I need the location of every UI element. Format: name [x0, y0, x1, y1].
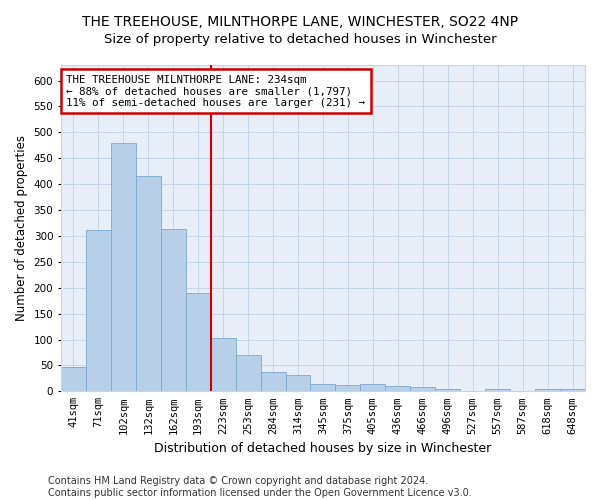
- Bar: [361, 384, 385, 392]
- Bar: [260, 372, 286, 392]
- Bar: [286, 375, 310, 392]
- X-axis label: Distribution of detached houses by size in Winchester: Distribution of detached houses by size …: [154, 442, 491, 455]
- Text: Size of property relative to detached houses in Winchester: Size of property relative to detached ho…: [104, 32, 496, 46]
- Y-axis label: Number of detached properties: Number of detached properties: [15, 135, 28, 321]
- Bar: [410, 387, 435, 392]
- Bar: [86, 230, 111, 392]
- Text: THE TREEHOUSE, MILNTHORPE LANE, WINCHESTER, SO22 4NP: THE TREEHOUSE, MILNTHORPE LANE, WINCHEST…: [82, 15, 518, 29]
- Bar: [385, 386, 410, 392]
- Bar: [161, 229, 186, 392]
- Bar: [236, 355, 260, 392]
- Text: Contains HM Land Registry data © Crown copyright and database right 2024.
Contai: Contains HM Land Registry data © Crown c…: [48, 476, 472, 498]
- Bar: [186, 293, 211, 392]
- Bar: [485, 388, 510, 392]
- Bar: [310, 384, 335, 392]
- Bar: [111, 142, 136, 392]
- Bar: [435, 388, 460, 392]
- Text: THE TREEHOUSE MILNTHORPE LANE: 234sqm
← 88% of detached houses are smaller (1,79: THE TREEHOUSE MILNTHORPE LANE: 234sqm ← …: [66, 75, 365, 108]
- Bar: [136, 176, 161, 392]
- Bar: [61, 368, 86, 392]
- Bar: [535, 388, 560, 392]
- Bar: [335, 385, 361, 392]
- Bar: [560, 388, 585, 392]
- Bar: [211, 338, 236, 392]
